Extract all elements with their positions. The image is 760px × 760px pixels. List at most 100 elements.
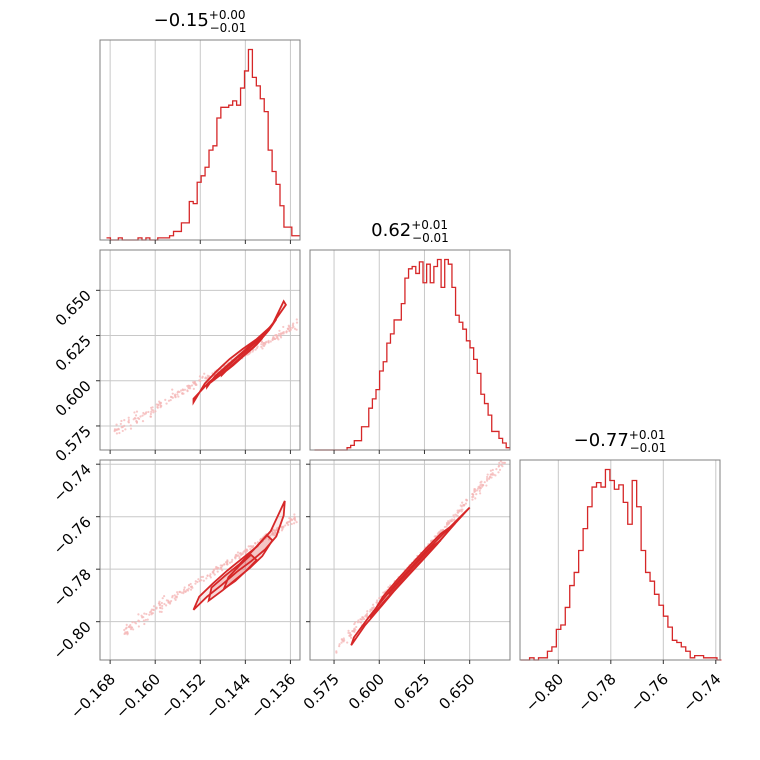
sample-point [288, 517, 291, 520]
sample-point [369, 610, 372, 613]
sample-point [152, 605, 156, 608]
sample-point [134, 417, 137, 420]
contour-line [206, 318, 278, 390]
sample-point [216, 570, 219, 573]
sample-point [198, 375, 202, 378]
sample-point [366, 612, 369, 615]
sample-cloud [113, 299, 299, 435]
sample-point [183, 586, 186, 589]
sample-point [340, 641, 343, 644]
sample-point [165, 402, 168, 405]
sample-point [134, 414, 138, 417]
sample-point [134, 622, 138, 625]
sample-point [335, 651, 338, 654]
sample-point [447, 521, 450, 524]
sample-point [348, 631, 352, 635]
sample-point [247, 545, 250, 548]
sample-point [161, 597, 164, 600]
sample-point [178, 590, 181, 594]
sample-point [143, 612, 146, 615]
sample-point [113, 428, 117, 431]
sample-point [165, 604, 168, 607]
sample-point [488, 476, 491, 479]
sample-point [256, 541, 259, 544]
sample-point [194, 383, 197, 386]
sample-point [361, 618, 364, 621]
title-plus: +0.01 [411, 218, 448, 232]
sample-point [221, 569, 224, 572]
sample-point [175, 596, 178, 599]
sample-point [196, 580, 199, 584]
sample-point [127, 418, 130, 422]
sample-point [117, 427, 120, 430]
contour-line [369, 522, 456, 619]
sample-point [149, 412, 153, 416]
sample-point [135, 410, 139, 413]
sample-point [234, 557, 237, 560]
sample-point [293, 515, 296, 519]
sample-point [144, 618, 147, 622]
panel-frame [309, 249, 511, 451]
sample-point [230, 560, 233, 563]
sample-point [295, 318, 298, 321]
x-tick-label: −0.152 [157, 670, 209, 722]
y-tick-label: 0.600 [52, 377, 95, 420]
sample-point [349, 635, 352, 638]
sample-point [192, 387, 195, 390]
sample-point [124, 627, 127, 630]
x-tick-label: −0.80 [522, 670, 567, 715]
x-tick-label: −0.76 [627, 670, 672, 715]
parameter-title: 0.62+0.01 −0.01 [371, 218, 449, 245]
sample-point [347, 629, 350, 632]
y-tick-label: 0.575 [52, 422, 95, 465]
sample-point [262, 341, 265, 345]
sample-point [149, 415, 152, 418]
sample-point [152, 411, 155, 414]
sample-point [214, 567, 217, 570]
sample-point [495, 468, 498, 471]
sample-point [200, 579, 203, 582]
sample-point [366, 610, 369, 613]
sample-point [141, 414, 144, 417]
y-tick-label: 0.625 [52, 332, 95, 375]
sample-point [142, 411, 145, 415]
sample-point [483, 481, 486, 484]
sample-point [219, 564, 222, 567]
sample-point [201, 376, 204, 379]
scatter-contour-panel: −0.168−0.160−0.152−0.144−0.136 −0.80 −0.78… [50, 459, 301, 722]
contour-line [387, 539, 442, 595]
sample-point [201, 575, 205, 578]
sample-point [169, 395, 173, 398]
sample-point [127, 416, 130, 419]
sample-point [240, 553, 243, 556]
sample-point [457, 511, 460, 514]
sample-point [115, 428, 118, 432]
sample-point [248, 352, 251, 355]
sample-point [269, 534, 272, 537]
sample-point [498, 461, 501, 464]
sample-point [142, 619, 145, 622]
sample-point [482, 484, 485, 487]
sample-point [216, 567, 219, 570]
sample-cloud [123, 500, 298, 636]
sample-point [479, 484, 482, 487]
sample-point [293, 327, 297, 330]
sample-point [354, 621, 357, 624]
sample-point [182, 588, 186, 591]
y-tick-label: −0.80 [50, 618, 95, 663]
sample-point [471, 498, 474, 501]
sample-point [221, 564, 224, 567]
sample-point [290, 522, 293, 526]
sample-point [287, 523, 290, 527]
sample-point [119, 422, 122, 426]
sample-point [449, 519, 452, 522]
sample-point [139, 415, 142, 418]
sample-point [442, 528, 445, 531]
sample-point [273, 337, 276, 341]
sample-point [278, 329, 281, 332]
sample-point [452, 519, 455, 522]
sample-point [499, 460, 502, 463]
sample-point [295, 321, 299, 324]
sample-point [123, 632, 126, 636]
sample-point [187, 386, 190, 389]
